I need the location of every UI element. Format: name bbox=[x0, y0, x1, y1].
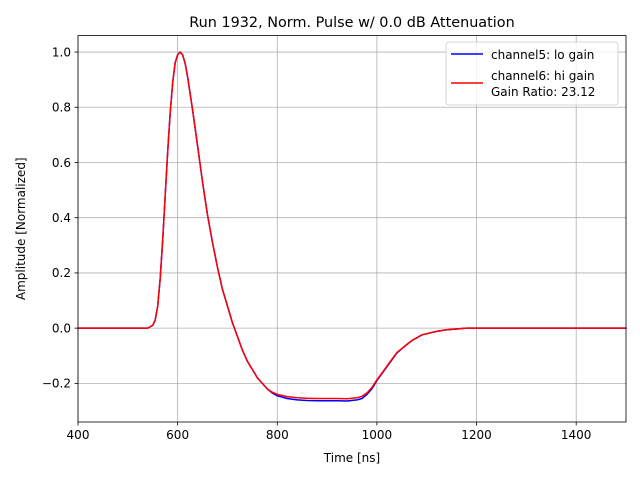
series-line-channel6 bbox=[77, 51, 627, 400]
y-tick-label: 0.6 bbox=[52, 156, 71, 170]
x-tick-label: 800 bbox=[266, 428, 289, 442]
y-tick-label: 0.8 bbox=[52, 101, 71, 115]
legend-gain-ratio: Gain Ratio: 23.12 bbox=[491, 85, 595, 99]
series-lines bbox=[77, 51, 627, 402]
y-tick-label: 0.2 bbox=[52, 266, 71, 280]
legend-label-channel6: channel6: hi gain bbox=[491, 69, 595, 83]
y-tick-label: −0.2 bbox=[42, 377, 71, 391]
legend-label-channel5: channel5: lo gain bbox=[491, 48, 594, 62]
x-tick-label: 600 bbox=[166, 428, 189, 442]
grid bbox=[77, 35, 626, 422]
axis-ticks: 400 600 800 1000 1200 1400 −0.2 0.0 0.2 0.4 0.6 0.8… bbox=[42, 45, 592, 442]
legend: channel5: lo gain channel6: hi gain Gain… bbox=[445, 41, 619, 106]
legend-box bbox=[445, 41, 619, 106]
chart-title: Run 1932, Norm. Pulse w/ 0.0 dB Attenuat… bbox=[189, 15, 514, 31]
x-tick-label: 1000 bbox=[362, 428, 393, 442]
y-tick-label: 0.4 bbox=[52, 211, 71, 225]
y-axis-label: Amplitude [Normalized] bbox=[14, 157, 28, 300]
x-tick-label: 400 bbox=[67, 428, 90, 442]
y-tick-label: 1.0 bbox=[52, 45, 71, 59]
x-tick-label: 1400 bbox=[561, 428, 592, 442]
y-tick-label: 0.0 bbox=[52, 321, 71, 335]
plot-frame bbox=[77, 35, 627, 423]
x-axis-label: Time [ns] bbox=[323, 451, 380, 465]
x-tick-label: 1200 bbox=[461, 428, 492, 442]
